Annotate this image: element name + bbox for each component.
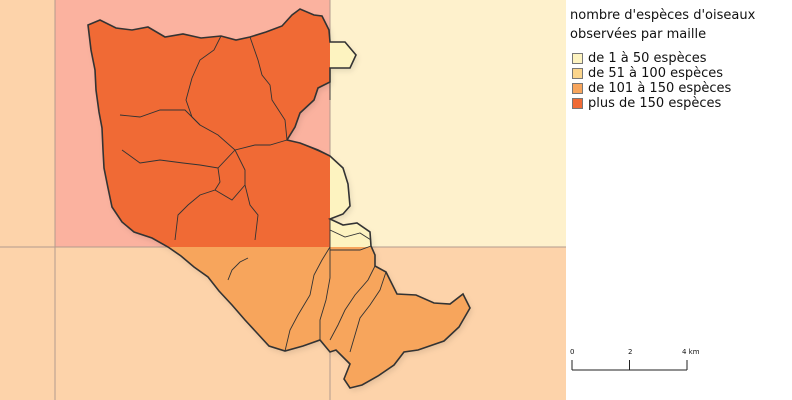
territory[interactable] (87, 8, 471, 389)
grid-cell[interactable] (330, 0, 566, 247)
legend-swatch (572, 53, 583, 64)
grid-cell[interactable] (0, 0, 55, 247)
legend: nombre d'espèces d'oiseaux observées par… (566, 0, 792, 400)
scale-label: 0 (570, 348, 575, 356)
legend-item: de 101 à 150 espèces (572, 81, 731, 96)
scale-label: 4 km (682, 348, 700, 356)
scale-label: 2 (628, 348, 633, 356)
legend-swatch (572, 68, 583, 79)
scale-bar: 0 2 4 km (570, 348, 710, 378)
legend-label: de 51 à 100 espèces (588, 66, 724, 81)
legend-label: de 101 à 150 espèces (588, 81, 732, 96)
map-canvas[interactable] (0, 0, 566, 400)
territory-east-strip[interactable] (88, 9, 470, 388)
grid-cell[interactable] (0, 247, 55, 400)
scale-bar-line (571, 360, 688, 371)
commune-boundaries (119, 35, 387, 353)
legend-swatch (572, 98, 583, 109)
map-panel[interactable] (0, 0, 566, 400)
legend-item: de 51 à 100 espèces (572, 66, 723, 81)
legend-item: plus de 150 espèces (572, 96, 721, 111)
legend-label: de 1 à 50 espèces (588, 51, 707, 66)
legend-swatch (572, 83, 583, 94)
legend-item: de 1 à 50 espèces (572, 51, 707, 66)
legend-title: nombre d'espèces d'oiseaux observées par… (570, 8, 756, 42)
territory-north[interactable] (87, 8, 470, 388)
legend-label: plus de 150 espèces (588, 96, 722, 111)
